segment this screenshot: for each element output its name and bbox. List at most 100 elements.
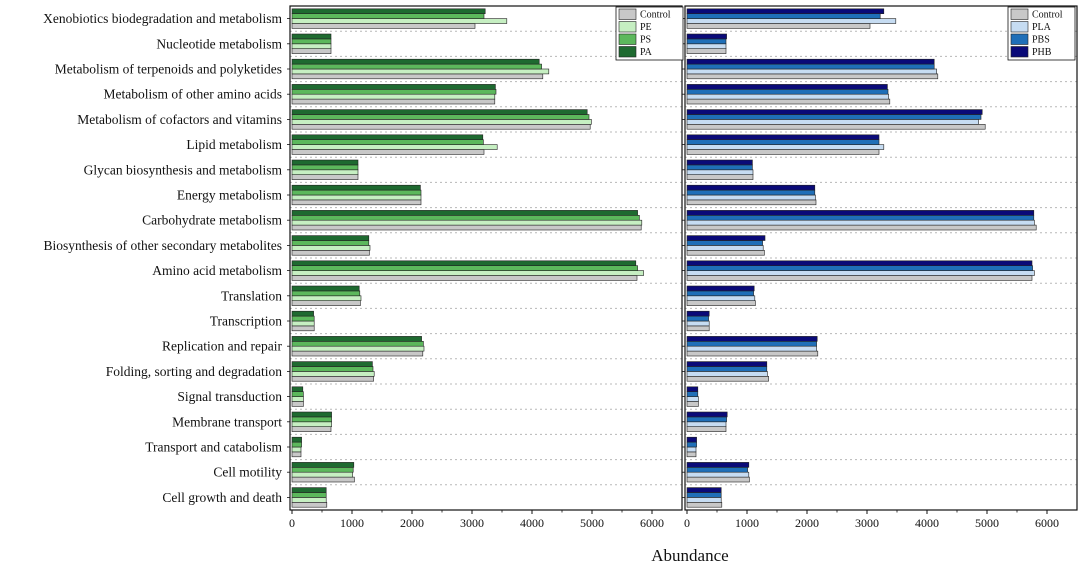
bar-control-7 bbox=[291, 199, 422, 206]
frame-layer bbox=[287, 5, 1078, 514]
bar-control-18 bbox=[686, 476, 750, 483]
bar-pbs-16 bbox=[686, 416, 727, 423]
bar-pla-7 bbox=[686, 194, 816, 201]
bar-ps-10 bbox=[291, 265, 638, 271]
bar-control-18 bbox=[291, 476, 355, 483]
bar-ps-6 bbox=[291, 164, 359, 171]
bar-pe-6 bbox=[291, 169, 359, 176]
bar-phb-12 bbox=[686, 310, 710, 317]
category-label: Metabolism of other amino acids bbox=[104, 87, 282, 102]
bar-ps-1 bbox=[291, 38, 332, 45]
bar-control-14 bbox=[686, 375, 769, 382]
bar-control-16 bbox=[686, 426, 727, 432]
bar-control-5 bbox=[686, 149, 880, 155]
bar-phb-14 bbox=[686, 361, 768, 367]
bar-pbs-13 bbox=[686, 340, 817, 347]
bar-control-6 bbox=[291, 174, 359, 180]
legend-swatch-pbs bbox=[1010, 33, 1029, 45]
bar-ps-18 bbox=[291, 466, 354, 473]
legend-label-control: Control bbox=[1032, 10, 1063, 21]
bar-control-5 bbox=[291, 149, 485, 155]
bar-pa-4 bbox=[291, 109, 588, 115]
bar-control-16 bbox=[291, 426, 332, 432]
bar-control-17 bbox=[686, 451, 697, 458]
bar-pa-16 bbox=[291, 411, 332, 418]
bar-pe-17 bbox=[291, 446, 302, 453]
bar-control-14 bbox=[291, 375, 374, 382]
category-label: Transport and catabolism bbox=[145, 440, 282, 455]
legend-swatch-control bbox=[1010, 8, 1029, 20]
bar-pbs-6 bbox=[686, 164, 753, 171]
bar-pbs-12 bbox=[686, 315, 709, 322]
bar-pla-11 bbox=[686, 295, 756, 301]
bar-pa-0 bbox=[291, 8, 486, 15]
bar-pla-8 bbox=[686, 219, 1035, 226]
category-label: Metabolism of terpenoids and polyketides bbox=[55, 62, 282, 77]
bar-pa-1 bbox=[291, 33, 332, 40]
bar-ps-7 bbox=[291, 189, 422, 196]
bar-pe-10 bbox=[291, 270, 644, 276]
legend-label-pa: PA bbox=[640, 47, 653, 58]
bar-pa-5 bbox=[291, 134, 484, 141]
bar-control-11 bbox=[291, 300, 361, 306]
category-label: Translation bbox=[221, 288, 282, 303]
bars-layer bbox=[291, 8, 1037, 508]
bar-control-11 bbox=[686, 300, 756, 306]
bar-ps-5 bbox=[291, 139, 484, 145]
bar-pla-6 bbox=[686, 169, 754, 176]
bar-pla-13 bbox=[686, 345, 817, 352]
bar-pe-5 bbox=[291, 144, 498, 150]
x-tick-label: 1000 bbox=[735, 516, 759, 530]
bar-control-0 bbox=[291, 23, 476, 29]
bar-control-19 bbox=[291, 501, 328, 508]
bar-control-12 bbox=[686, 325, 710, 332]
bar-pe-3 bbox=[291, 93, 496, 100]
bar-pe-19 bbox=[291, 497, 327, 503]
bar-pla-4 bbox=[686, 119, 979, 125]
bar-pla-19 bbox=[686, 497, 722, 503]
legend-swatch-phb bbox=[1010, 46, 1029, 58]
bar-control-8 bbox=[291, 224, 642, 231]
bar-control-0 bbox=[686, 23, 871, 29]
category-label: Signal transduction bbox=[177, 389, 282, 404]
bar-control-10 bbox=[291, 275, 638, 281]
bar-ps-8 bbox=[291, 215, 640, 221]
x-tick-label: 0 bbox=[684, 516, 690, 530]
x-tick-label: 6000 bbox=[1035, 516, 1059, 530]
bar-pla-9 bbox=[686, 245, 764, 251]
bar-pa-15 bbox=[291, 386, 304, 392]
legend-swatch-control bbox=[618, 8, 637, 20]
bar-pe-1 bbox=[291, 43, 332, 49]
x-tick-label: 2000 bbox=[400, 516, 424, 530]
category-label: Membrane transport bbox=[172, 414, 282, 429]
bar-pla-15 bbox=[686, 396, 699, 402]
category-label: Carbohydrate metabolism bbox=[142, 213, 282, 228]
category-label: Metabolism of cofactors and vitamins bbox=[77, 112, 282, 127]
legend-label-pbs: PBS bbox=[1032, 35, 1050, 46]
x-tick-label: 4000 bbox=[520, 516, 544, 530]
bar-ps-19 bbox=[291, 492, 327, 498]
bar-pla-1 bbox=[686, 43, 727, 49]
bar-pla-12 bbox=[686, 320, 710, 327]
x-tick-label: 5000 bbox=[975, 516, 999, 530]
bar-control-13 bbox=[686, 350, 819, 357]
bar-ps-3 bbox=[291, 89, 497, 95]
bar-pla-10 bbox=[686, 270, 1035, 276]
bar-ps-9 bbox=[291, 240, 370, 246]
category-label: Energy metabolism bbox=[177, 188, 283, 203]
bar-ps-0 bbox=[291, 13, 485, 19]
x-tick-label: 1000 bbox=[340, 516, 364, 530]
bar-phb-7 bbox=[686, 184, 816, 191]
bar-phb-6 bbox=[686, 159, 753, 166]
bar-ps-11 bbox=[291, 290, 361, 297]
legend-label-pe: PE bbox=[640, 22, 652, 33]
bar-control-1 bbox=[686, 48, 727, 54]
bar-pa-7 bbox=[291, 184, 421, 191]
bar-pe-4 bbox=[291, 119, 592, 125]
bar-phb-9 bbox=[686, 235, 766, 241]
legend-label-control: Control bbox=[640, 10, 671, 21]
bar-pe-16 bbox=[291, 421, 332, 427]
bar-pa-17 bbox=[291, 436, 302, 443]
bar-phb-13 bbox=[686, 336, 818, 342]
x-tick-label: 6000 bbox=[640, 516, 664, 530]
